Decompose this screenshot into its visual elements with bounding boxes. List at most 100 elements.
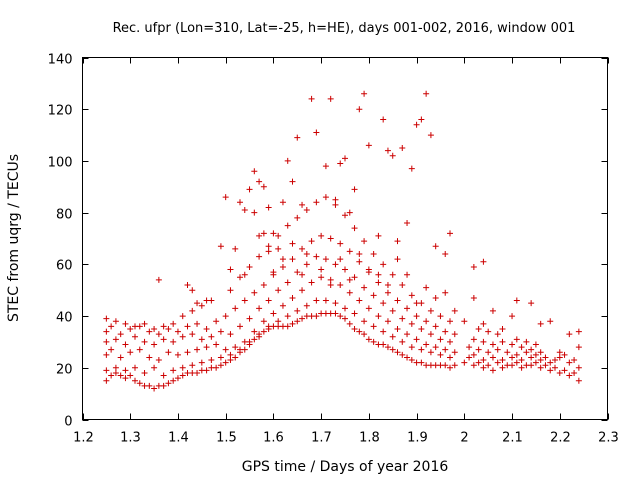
- data-point: [342, 155, 348, 162]
- chart-title: Rec. ufpr (Lon=310, Lat=-25, h=HE), days…: [113, 21, 576, 36]
- data-point: [189, 331, 196, 338]
- data-point: [246, 315, 253, 322]
- data-point: [122, 375, 129, 382]
- data-point: [170, 338, 177, 345]
- data-point: [356, 251, 363, 258]
- data-point: [237, 274, 243, 281]
- data-point: [108, 372, 115, 379]
- data-point: [571, 357, 578, 364]
- data-point: [256, 232, 263, 239]
- data-point: [380, 300, 387, 307]
- data-point: [279, 302, 286, 309]
- data-point: [566, 331, 573, 338]
- data-point: [251, 328, 258, 335]
- data-point: [504, 349, 511, 356]
- data-point: [475, 346, 482, 353]
- data-point: [499, 357, 506, 364]
- data-point: [184, 323, 191, 330]
- data-points: [103, 90, 582, 392]
- data-point: [542, 354, 549, 361]
- data-point: [389, 346, 396, 353]
- data-point: [136, 346, 143, 353]
- data-point: [413, 121, 420, 128]
- data-point: [256, 178, 263, 185]
- data-point: [246, 186, 253, 193]
- data-point: [399, 351, 406, 358]
- data-point: [260, 230, 267, 237]
- data-point: [299, 315, 306, 322]
- data-point: [198, 302, 205, 309]
- data-point: [375, 271, 382, 278]
- data-point: [361, 284, 368, 291]
- data-point: [351, 274, 358, 281]
- data-point: [480, 320, 487, 327]
- data-point: [284, 222, 291, 229]
- data-point: [442, 346, 449, 353]
- data-point: [547, 367, 554, 374]
- data-point: [394, 349, 401, 356]
- data-point: [127, 326, 134, 332]
- y-axis-label: STEC from uqrg / TECUs: [6, 154, 22, 322]
- data-point: [275, 318, 282, 325]
- data-point: [155, 276, 162, 283]
- y-tick-label: 80: [56, 208, 73, 223]
- data-point: [303, 207, 310, 214]
- data-point: [437, 351, 444, 358]
- x-tick-label: 1.3: [120, 431, 141, 446]
- data-point: [447, 230, 453, 237]
- data-point: [174, 328, 181, 335]
- data-point: [461, 318, 468, 325]
- x-tick-label: 1.7: [311, 431, 332, 446]
- data-point: [470, 294, 477, 301]
- data-point: [112, 318, 119, 325]
- data-point: [384, 318, 391, 325]
- data-point: [294, 214, 301, 221]
- data-point: [346, 320, 353, 327]
- data-point: [408, 320, 415, 327]
- data-point: [146, 328, 153, 335]
- data-point: [556, 354, 563, 361]
- data-point: [451, 349, 458, 356]
- data-point: [222, 359, 229, 366]
- data-point: [432, 344, 439, 351]
- data-point: [342, 305, 348, 312]
- data-point: [241, 271, 248, 278]
- data-point: [165, 349, 172, 356]
- data-point: [437, 336, 444, 343]
- data-point: [275, 232, 282, 239]
- data-point: [399, 145, 406, 151]
- data-point: [260, 282, 267, 289]
- data-point: [141, 338, 148, 345]
- data-point: [160, 382, 167, 389]
- data-point: [470, 263, 477, 270]
- data-point: [132, 333, 138, 340]
- data-point: [404, 354, 411, 361]
- data-point: [432, 323, 439, 330]
- data-point: [108, 346, 115, 353]
- data-point: [203, 326, 210, 332]
- data-point: [365, 266, 372, 273]
- data-point: [270, 310, 277, 317]
- data-point: [532, 341, 539, 348]
- data-point: [289, 294, 296, 301]
- data-point: [232, 245, 239, 252]
- data-point: [227, 351, 234, 358]
- data-point: [337, 160, 344, 167]
- data-point: [375, 313, 382, 320]
- data-point: [146, 382, 153, 389]
- data-point: [227, 266, 234, 273]
- data-point: [556, 349, 563, 356]
- data-point: [232, 354, 239, 361]
- data-point: [370, 323, 377, 330]
- data-point: [351, 326, 358, 332]
- data-point: [237, 323, 243, 330]
- data-point: [117, 354, 124, 361]
- data-point: [103, 328, 110, 335]
- data-point: [485, 328, 492, 335]
- data-point: [179, 372, 186, 379]
- data-point: [299, 271, 306, 278]
- data-point: [189, 307, 196, 314]
- data-point: [423, 318, 430, 325]
- data-point: [246, 263, 253, 270]
- data-point: [356, 106, 363, 113]
